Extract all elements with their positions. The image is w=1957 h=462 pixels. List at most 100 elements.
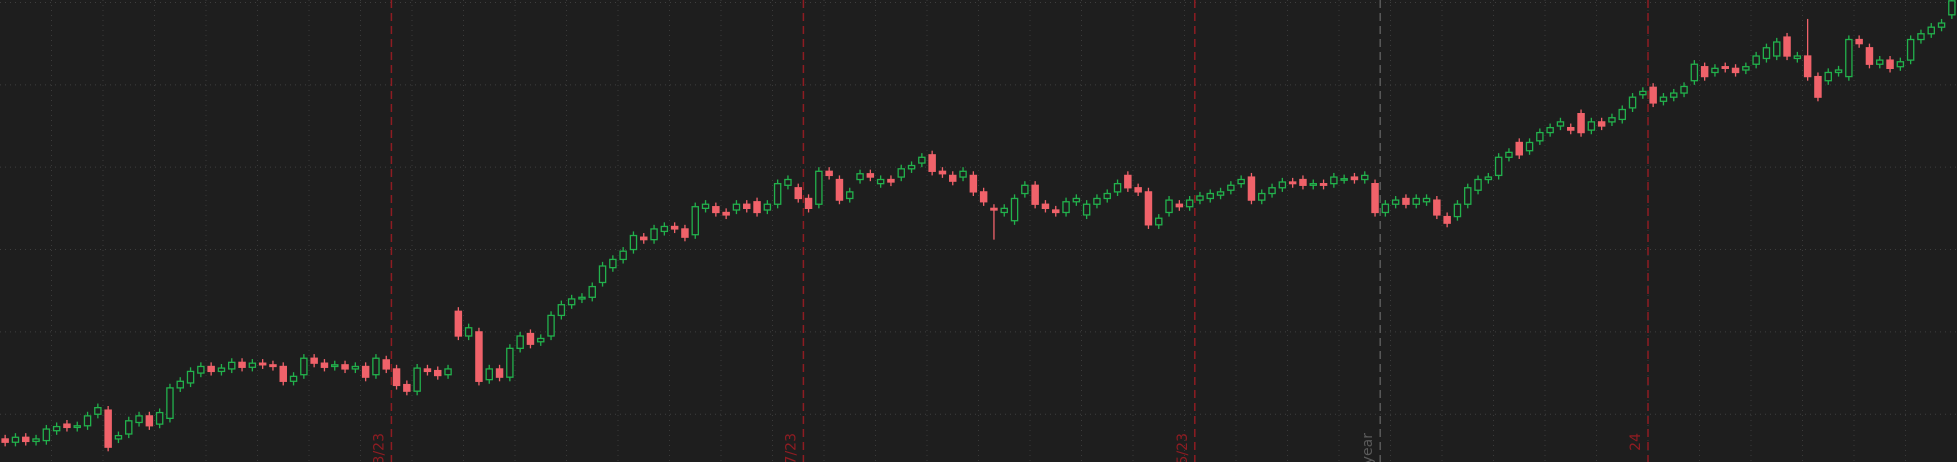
candle-body <box>392 368 401 387</box>
candle-body <box>1041 203 1050 210</box>
candle-body <box>1113 182 1122 193</box>
candle-body <box>918 156 926 164</box>
candle-body <box>1319 182 1328 186</box>
candle-body <box>887 178 895 183</box>
candle-body <box>73 425 81 429</box>
candle-body <box>1268 187 1276 195</box>
candle-body <box>1567 126 1575 131</box>
candle-body <box>1206 192 1214 200</box>
candle-body <box>104 409 112 448</box>
candle-body <box>197 365 205 374</box>
candle-body <box>1773 41 1781 57</box>
candle-body <box>1072 197 1081 203</box>
candle-body <box>1052 209 1060 214</box>
candle-body <box>279 365 287 382</box>
candle-body <box>1165 199 1173 214</box>
candle-body <box>784 178 792 186</box>
candle-body <box>866 173 875 178</box>
candle-body <box>856 173 864 181</box>
candle-body <box>495 368 504 378</box>
candle-body <box>526 332 535 345</box>
candle-body <box>1814 75 1822 98</box>
candle-body <box>145 415 154 427</box>
candle-body <box>1330 176 1338 185</box>
candle-body <box>722 211 730 216</box>
candle-body <box>1093 197 1101 205</box>
candle-body <box>52 425 61 432</box>
candle-body <box>835 178 844 201</box>
candle-body <box>825 170 833 177</box>
candle-body <box>928 154 936 172</box>
candle-body <box>475 331 483 382</box>
candle-body <box>403 383 411 392</box>
candle-body <box>1278 181 1287 189</box>
marker-label: 7/23 <box>783 433 799 462</box>
candle-body <box>22 436 30 443</box>
candle-body <box>1649 86 1657 104</box>
candle-body <box>166 387 174 420</box>
candle-body <box>63 423 71 429</box>
candle-body <box>135 415 143 424</box>
candle-body <box>1155 217 1163 226</box>
candle-body <box>1948 0 1956 16</box>
candle-body <box>454 310 463 337</box>
candle-body <box>1783 36 1791 57</box>
candle-body <box>1639 90 1647 96</box>
candle-body <box>114 434 123 440</box>
candle-body <box>1031 184 1039 205</box>
candle-body <box>258 362 267 366</box>
candle-body <box>372 357 380 376</box>
candle-body <box>732 203 741 211</box>
candle-body <box>1742 66 1750 71</box>
candle-body <box>1834 69 1843 74</box>
candle-body <box>1793 55 1802 60</box>
candle-body <box>629 234 638 251</box>
candle-body <box>1361 174 1369 181</box>
candle-body <box>1731 67 1740 74</box>
candle-body <box>1237 178 1245 185</box>
candle-body <box>846 191 854 200</box>
candle-body <box>897 168 905 178</box>
candle-body <box>1103 192 1111 200</box>
candle-body <box>186 370 195 384</box>
candle-body <box>969 174 978 193</box>
candle-body <box>588 285 596 298</box>
candle-body <box>269 364 277 368</box>
candle-body <box>959 170 967 178</box>
candle-body <box>691 206 699 236</box>
candle-body <box>32 438 40 443</box>
candle-body <box>578 296 586 300</box>
candle-body <box>1082 203 1091 216</box>
marker-label: 5/23 <box>1175 433 1191 462</box>
candle-body <box>361 365 370 378</box>
candle-body <box>1917 33 1925 41</box>
candle-body <box>938 170 947 175</box>
candle-body <box>619 250 627 261</box>
candle-body <box>1453 203 1462 218</box>
candle-body <box>238 361 246 368</box>
candle-body <box>598 265 607 284</box>
candle-body <box>413 367 421 392</box>
candle-body <box>979 191 988 203</box>
candle-body <box>1659 96 1668 102</box>
candle-body <box>1896 61 1905 68</box>
candle-body <box>1505 151 1513 158</box>
candle-body <box>763 203 772 211</box>
candle-body <box>155 411 164 425</box>
candle-body <box>382 359 390 370</box>
candle-body <box>1721 66 1729 70</box>
candle-body <box>1886 59 1894 70</box>
candle-body <box>1464 187 1472 205</box>
candle-body <box>650 228 658 241</box>
candle-body <box>42 428 51 442</box>
candle-body <box>1618 108 1626 121</box>
candle-body <box>547 314 555 337</box>
candle-body <box>289 375 298 382</box>
candle-body <box>1299 178 1307 186</box>
candle-body <box>1 438 9 443</box>
candle-body <box>1906 38 1915 61</box>
candle-body <box>1340 178 1348 181</box>
candle-body <box>681 228 689 238</box>
candle-body <box>1412 197 1420 205</box>
